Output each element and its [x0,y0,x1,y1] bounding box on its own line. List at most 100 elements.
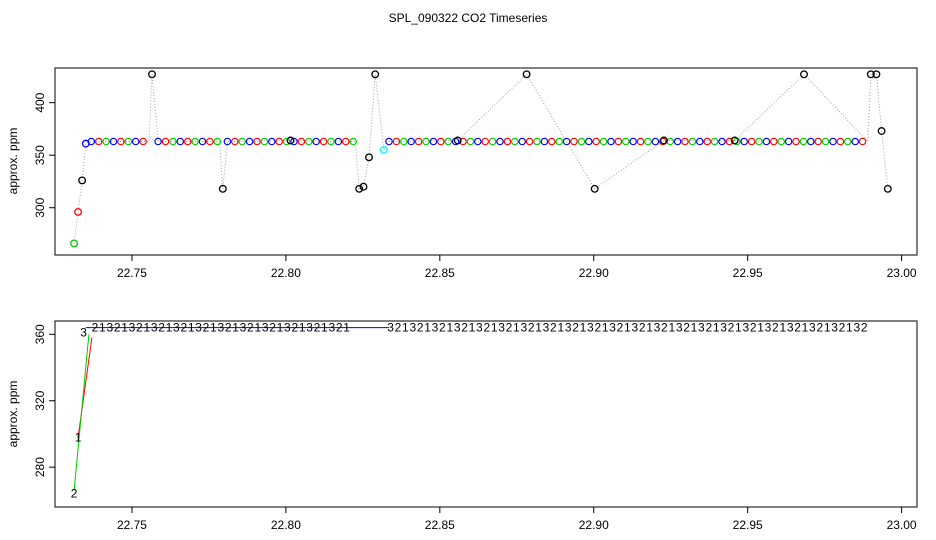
data-point [725,137,734,146]
point-digit: 1 [624,321,631,335]
data-point [304,137,313,146]
data-point [814,137,823,146]
data-point [658,137,667,146]
data-point [718,137,726,146]
point-digit: 1 [254,321,261,335]
data-point [154,137,162,146]
point-digit: 3 [80,326,87,340]
data-point [231,137,239,146]
data-point [70,239,79,248]
data-point [349,137,358,146]
data-point [94,137,103,146]
data-point [481,137,490,146]
data-point [183,137,192,146]
data-point [792,137,800,146]
bottom-y-axis-label: approx. ppm [6,381,20,448]
point-digit: 2 [750,321,757,335]
point-digit: 1 [580,321,587,335]
data-point [399,137,408,146]
data-point [191,137,199,146]
point-digit: 1 [402,321,409,335]
point-digit: 3 [498,321,505,335]
point-digit: 3 [809,321,816,335]
point-digit: 3 [631,321,638,335]
point-digit: 2 [794,321,801,335]
data-point [496,137,504,146]
data-point [379,145,388,154]
data-point [607,137,615,146]
data-point [666,137,675,146]
data-point [267,137,276,146]
data-point [769,137,778,146]
point-digit: 1 [424,321,431,335]
data-point [466,137,475,146]
point-digit: 3 [454,321,461,335]
data-point [510,137,519,146]
data-point [570,137,578,146]
point-digit: 1 [277,321,284,335]
data-point [522,70,531,79]
data-point [590,184,599,193]
data-point [341,137,350,146]
bottom-x-axis: 22.75 22.80 22.85 22.90 22.95 23.00 [117,507,917,532]
data-point [444,137,453,146]
data-point [577,137,586,146]
data-point [503,137,512,146]
data-point [821,137,830,146]
point-digit: 2 [772,321,779,335]
data-point [533,137,541,146]
top-y-axis: 300 350 400 [33,92,55,218]
top-x-tick-label: 22.80 [271,266,301,280]
data-point [81,139,90,148]
point-digit: 3 [195,321,202,335]
point-digit: 2 [661,321,668,335]
point-digit: 1 [188,321,195,335]
data-point [327,137,335,146]
data-point [429,137,438,146]
point-digit: 2 [71,487,78,501]
data-point [592,137,601,146]
top-y-axis-label: approx. ppm [6,128,20,195]
point-digit: 3 [742,321,749,335]
data-point [312,137,321,146]
data-point [161,137,170,146]
data-point [290,137,298,146]
point-digit: 2 [114,321,121,335]
data-point [740,137,749,146]
point-digit: 1 [802,321,809,335]
data-point [555,137,564,146]
data-point [355,184,364,193]
data-point [436,137,445,146]
data-point [213,137,222,146]
connector-line [73,73,889,244]
data-point [747,137,756,146]
data-point [407,137,416,146]
top-y-tick-label: 400 [33,92,47,112]
data-point [681,137,689,146]
data-point [74,207,83,216]
point-digit: 2 [816,321,823,335]
bottom-y-axis: 280 320 360 [33,324,55,477]
point-digit: 3 [787,321,794,335]
point-digit: 1 [557,321,564,335]
point-digit: 1 [166,321,173,335]
point-digit: 2 [506,321,513,335]
point-digit: 2 [705,321,712,335]
point-digit: 1 [779,321,786,335]
point-digit: 3 [676,321,683,335]
data-point [562,137,571,146]
point-digit: 1 [513,321,520,335]
data-point [806,137,815,146]
data-point [730,136,739,145]
point-digit: 1 [469,321,476,335]
data-point [459,137,467,146]
data-point [223,137,232,146]
point-digit: 2 [291,321,298,335]
data-point [621,137,630,146]
data-point [286,136,295,145]
top-y-tick-label: 300 [33,197,47,217]
point-digit: 3 [240,321,247,335]
data-point [414,137,423,146]
point-digit: 1 [668,321,675,335]
top-panel: 22.75 22.80 22.85 22.90 22.95 23.00 300 350 400… [6,67,918,280]
